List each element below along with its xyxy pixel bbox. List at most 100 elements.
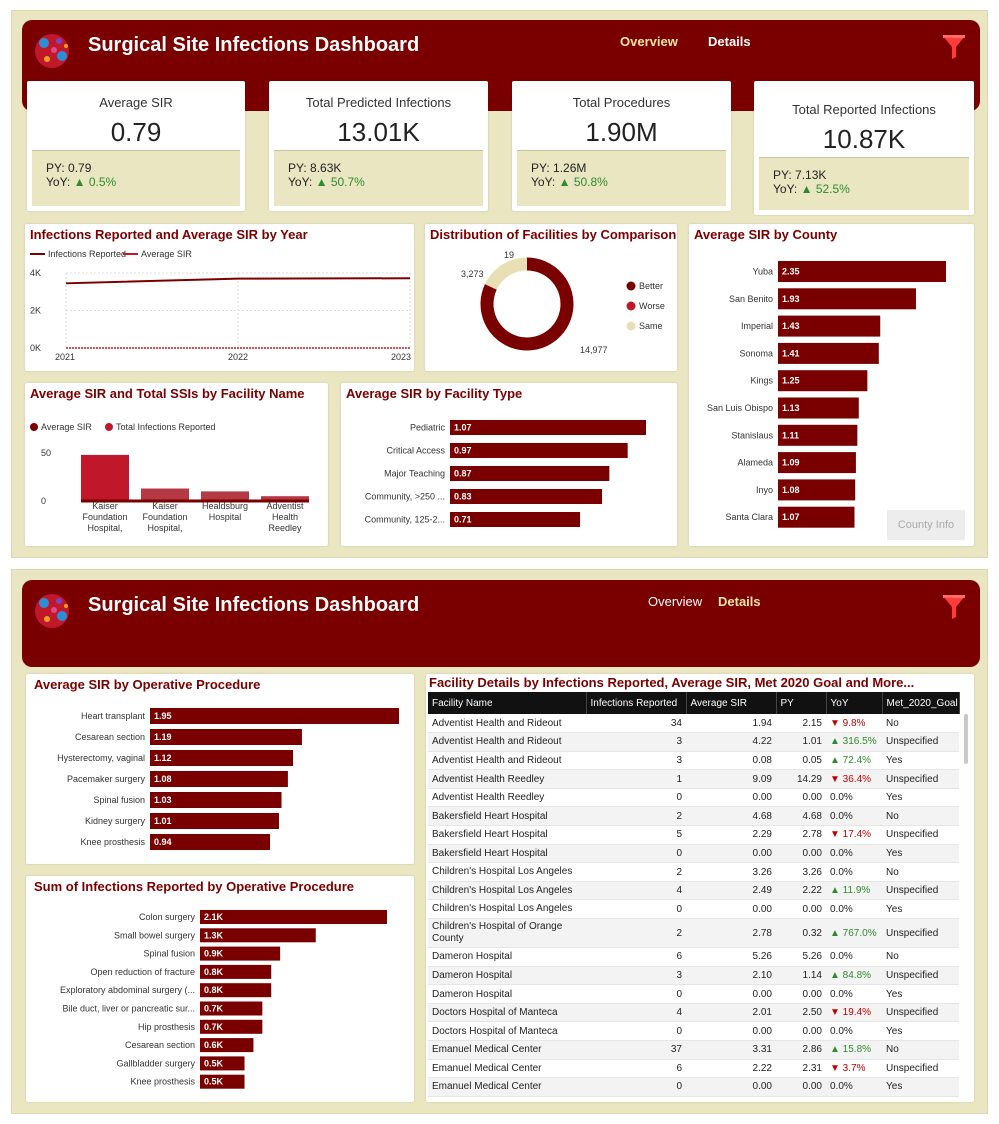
kpi-yoy-label: YoY: (773, 182, 798, 196)
table-row[interactable]: Dameron Hospital 0 0.00 0.00 0.0% Yes (428, 984, 959, 1004)
table-row[interactable]: Adventist Health and Rideout 3 4.22 1.01 ▲ 3… (428, 732, 959, 752)
table-cell: 2.86 (776, 1040, 826, 1060)
table-cell: 3.26 (776, 862, 826, 882)
column-header[interactable]: PY (776, 692, 827, 714)
table-row[interactable]: Children's Hospital Los Angeles 4 2.49 2.22… (428, 881, 959, 901)
table-cell: 6 (586, 947, 686, 967)
dashboard-title: Surgical Site Infections Dashboard (88, 594, 420, 616)
nav-overview[interactable]: Overview (620, 34, 678, 49)
bar (778, 342, 879, 364)
table-cell: Dameron Hospital (428, 966, 586, 986)
table-cell: Unspecified (882, 881, 959, 901)
table-cell: 0.0% (826, 984, 882, 1004)
column-header[interactable]: YoY (826, 692, 883, 714)
table-cell: ▲ 767.0% (826, 918, 882, 949)
kpi-yoy: ▲ 0.5% (73, 175, 117, 189)
table-row[interactable]: Doctors Hospital of Manteca 4 2.01 2.50 ▼ 19… (428, 1003, 959, 1023)
table-cell: Bakersfield Heart Hospital (428, 844, 586, 864)
table-cell: 5.26 (686, 947, 776, 967)
x-tick-label: 2023 (391, 352, 411, 362)
table-row[interactable]: Adventist Health and Rideout 34 1.94 2.15 ▼ … (428, 714, 959, 734)
bar-category-label: Cesarean section (125, 1040, 195, 1050)
line-chart-by-year[interactable]: Infections Reported Average SIR 4K 2K 0K 2021… (25, 224, 414, 371)
legend-label: Total Infections Reported (116, 422, 216, 432)
bar-chart-county[interactable]: Yuba 2.35 San Benito 1.93 Imperial 1.43 Sonoma… (689, 224, 974, 546)
bar (778, 370, 868, 392)
donut-chart-comparison[interactable]: 14,977 19 3,273 Better Worse Same (425, 224, 677, 371)
kpi-card-predicted-infections: Total Predicted Infections 13.01K PY: 8.… (269, 81, 488, 211)
table-row[interactable]: Children's Hospital of Orange County 2 2.7… (428, 918, 959, 949)
overview-page: Surgical Site Infections Dashboard Overv… (11, 10, 988, 558)
table-cell: 2.49 (686, 881, 776, 901)
table-scrollbar[interactable] (964, 714, 968, 764)
table-row[interactable]: Children's Hospital Los Angeles 2 3.26 3.26… (428, 862, 959, 882)
bar (778, 288, 916, 310)
column-header[interactable]: Average SIR (686, 692, 777, 714)
nav-details[interactable]: Details (708, 34, 751, 49)
table-row[interactable]: Children's Hospital Los Angeles 0 0.00 0.00… (428, 899, 959, 920)
bar (778, 424, 858, 446)
table-row[interactable]: Doctors Hospital of Manteca 0 0.00 0.00 0.0%… (428, 1021, 959, 1041)
bar-chart-procedure-sir[interactable]: Heart transplant 1.95 Cesarean section 1.19… (26, 674, 414, 864)
table-cell: No (882, 947, 959, 967)
table-row[interactable]: Bakersfield Heart Hospital 0 0.00 0.00 0.0% Y… (428, 844, 959, 864)
facility-details-table[interactable]: Facility Name Infections Reported Average … (428, 692, 960, 1097)
donut-value-label: 14,977 (580, 345, 608, 355)
table-cell: 0.05 (776, 751, 826, 771)
table-row[interactable]: Bakersfield Heart Hospital 2 4.68 4.68 0.0% N… (428, 806, 959, 827)
bar (150, 771, 288, 787)
county-info-button[interactable]: County Info (887, 510, 965, 540)
table-row[interactable]: Dameron Hospital 3 2.10 1.14 ▲ 84.8% Unspecif… (428, 966, 959, 986)
kpi-card-total-procedures: Total Procedures 1.90M PY: 1.26M YoY: ▲ … (512, 81, 731, 211)
facility-table-container[interactable]: Facility Name Infections Reported Average … (428, 692, 960, 1097)
table-row[interactable]: Bakersfield Heart Hospital 5 2.29 2.78 ▼ 17.… (428, 825, 959, 845)
table-cell: Adventist Health Reedley (428, 769, 586, 789)
table-cell: 0.00 (686, 1021, 776, 1041)
table-row[interactable]: Adventist Health Reedley 1 9.09 14.29 ▼ 36.4… (428, 769, 959, 789)
bar (200, 1038, 254, 1053)
table-header-row: Facility Name Infections Reported Average … (428, 692, 960, 714)
table-cell: Children's Hospital of Orange County (428, 918, 586, 949)
area-chart-facility-name[interactable]: Average SIR Total Infections Reported 50 0 K… (25, 383, 328, 546)
filter-funnel-icon[interactable] (942, 34, 966, 60)
table-row[interactable]: Adventist Health and Rideout 3 0.08 0.05 ▲ 7… (428, 751, 959, 771)
bar-category-label: Heart transplant (81, 711, 146, 721)
table-row[interactable]: Emanuel Medical Center 0 0.00 0.00 0.0% Yes (428, 1077, 959, 1097)
bar-chart-procedure-infections[interactable]: Colon surgery 2.1K Small bowel surgery 1.3K… (26, 876, 414, 1102)
bar-value-label: 2.1K (204, 912, 224, 922)
bar-value-label: 1.07 (782, 512, 800, 522)
table-cell: 0.00 (776, 1021, 826, 1041)
column-header[interactable]: Infections Reported (586, 692, 687, 714)
table-cell: 0 (586, 899, 686, 920)
table-cell: Yes (882, 984, 959, 1004)
table-row[interactable]: Dameron Hospital 6 5.26 5.26 0.0% No (428, 947, 959, 967)
table-cell: Yes (882, 844, 959, 864)
kpi-value: 1.90M (585, 117, 658, 147)
table-cell: ▲ 316.5% (826, 732, 882, 752)
table-row[interactable]: Adventist Health Reedley 0 0.00 0.00 0.0% Yes (428, 788, 959, 808)
bar (150, 792, 282, 808)
table-cell: 2.01 (686, 1003, 776, 1023)
bar-value-label: 1.93 (782, 294, 800, 304)
bar-value-label: 2.35 (782, 267, 800, 277)
bar-category-label: Exploratory abdominal surgery (... (60, 985, 195, 995)
area-infections-segment (81, 454, 129, 501)
table-row[interactable]: Emanuel Medical Center 37 3.31 2.86 ▲ 15.8% N… (428, 1040, 959, 1060)
nav-overview[interactable]: Overview (648, 594, 703, 609)
table-cell: 0.00 (686, 984, 776, 1004)
bar-value-label: 0.94 (154, 837, 172, 847)
chart-card-donut: Distribution of Facilities by Comparison… (425, 224, 677, 371)
filter-funnel-icon[interactable] (942, 594, 966, 620)
bar (200, 1056, 245, 1071)
table-cell: 0.00 (686, 1077, 776, 1097)
bar-category-label: Inyo (756, 485, 773, 495)
bar-value-label: 0.5K (204, 1058, 224, 1068)
bar-chart-facility-type[interactable]: Pediatric 1.07 Critical Access 0.97 Major Te… (341, 383, 677, 546)
nav-details[interactable]: Details (718, 594, 761, 609)
bar-category-label: Community, 125-2... (365, 515, 445, 525)
table-cell: 0.00 (776, 984, 826, 1004)
kpi-py: PY: 0.79 (46, 161, 92, 175)
table-row[interactable]: Emanuel Medical Center 6 2.22 2.31 ▼ 3.7% Uns… (428, 1059, 959, 1079)
column-header[interactable]: Met_2020_Goal (882, 692, 960, 714)
column-header[interactable]: Facility Name (428, 692, 587, 714)
